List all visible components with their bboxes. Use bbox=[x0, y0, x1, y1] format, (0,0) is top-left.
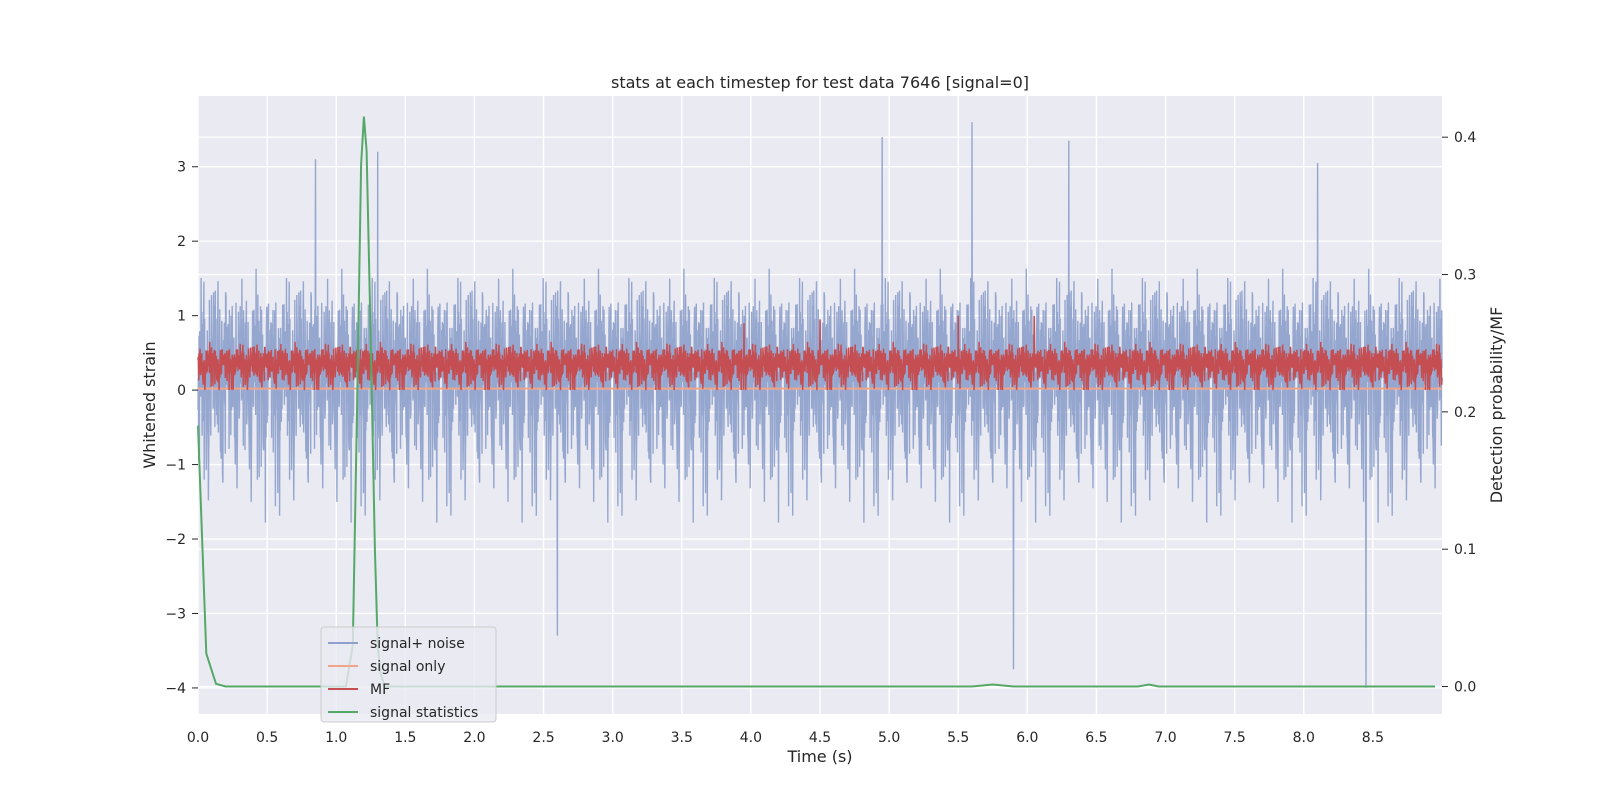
y-axis-right-label: Detection probability/MF bbox=[1487, 307, 1506, 504]
x-tick-label: 0.0 bbox=[187, 730, 209, 746]
y-left-tick-label: −3 bbox=[165, 606, 186, 622]
y-left-tick-label: −4 bbox=[165, 681, 186, 697]
x-tick-label: 7.5 bbox=[1224, 730, 1246, 746]
y-left-tick-label: 0 bbox=[177, 383, 186, 399]
x-tick-label: 2.5 bbox=[532, 730, 554, 746]
x-tick-label: 4.0 bbox=[740, 730, 762, 746]
x-tick-label: 4.5 bbox=[809, 730, 831, 746]
x-axis-label: Time (s) bbox=[786, 747, 852, 766]
y-left-tick-label: −2 bbox=[165, 532, 186, 548]
y-right-tick-label: 0.2 bbox=[1454, 405, 1476, 421]
x-tick-label: 5.5 bbox=[947, 730, 969, 746]
x-tick-label: 2.0 bbox=[463, 730, 485, 746]
legend-label: signal statistics bbox=[370, 705, 478, 721]
series-mf-line bbox=[197, 315, 1443, 391]
chart-title: stats at each timestep for test data 764… bbox=[611, 73, 1029, 92]
y-right-tick-label: 0.0 bbox=[1454, 680, 1476, 696]
x-tick-label: 6.5 bbox=[1085, 730, 1107, 746]
y-left-tick-label: 3 bbox=[177, 160, 186, 176]
x-tick-label: 7.0 bbox=[1154, 730, 1176, 746]
y-left-tick-label: 2 bbox=[177, 234, 186, 250]
y-right-tick-label: 0.3 bbox=[1454, 268, 1476, 284]
x-tick-label: 1.0 bbox=[325, 730, 347, 746]
axis-layer: 0.0 0.5 1.0 1.5 2.0 2.5 3.0 3.5 4.0 4.5 5.0 5.5 6.0 6… bbox=[165, 130, 1476, 746]
x-tick-label: 6.0 bbox=[1016, 730, 1038, 746]
legend: signal+ noise signal only MF signal statist… bbox=[320, 626, 497, 723]
x-tick-label: 8.5 bbox=[1362, 730, 1384, 746]
legend-box bbox=[320, 626, 497, 723]
legend-label: signal only bbox=[370, 659, 445, 675]
y-right-tick-label: 0.4 bbox=[1454, 130, 1476, 146]
x-tick-label: 3.5 bbox=[671, 730, 693, 746]
x-tick-label: 1.5 bbox=[394, 730, 416, 746]
x-tick-label: 3.0 bbox=[602, 730, 624, 746]
legend-label: MF bbox=[370, 682, 390, 698]
y-left-tick-label: 1 bbox=[177, 309, 186, 325]
legend-label: signal+ noise bbox=[370, 636, 465, 652]
y-right-tick-label: 0.1 bbox=[1454, 542, 1476, 558]
x-tick-label: 8.0 bbox=[1293, 730, 1315, 746]
y-axis-left-label: Whitened strain bbox=[140, 341, 159, 468]
x-tick-label: 0.5 bbox=[256, 730, 278, 746]
y-left-tick-label: −1 bbox=[165, 458, 186, 474]
x-tick-label: 5.0 bbox=[878, 730, 900, 746]
